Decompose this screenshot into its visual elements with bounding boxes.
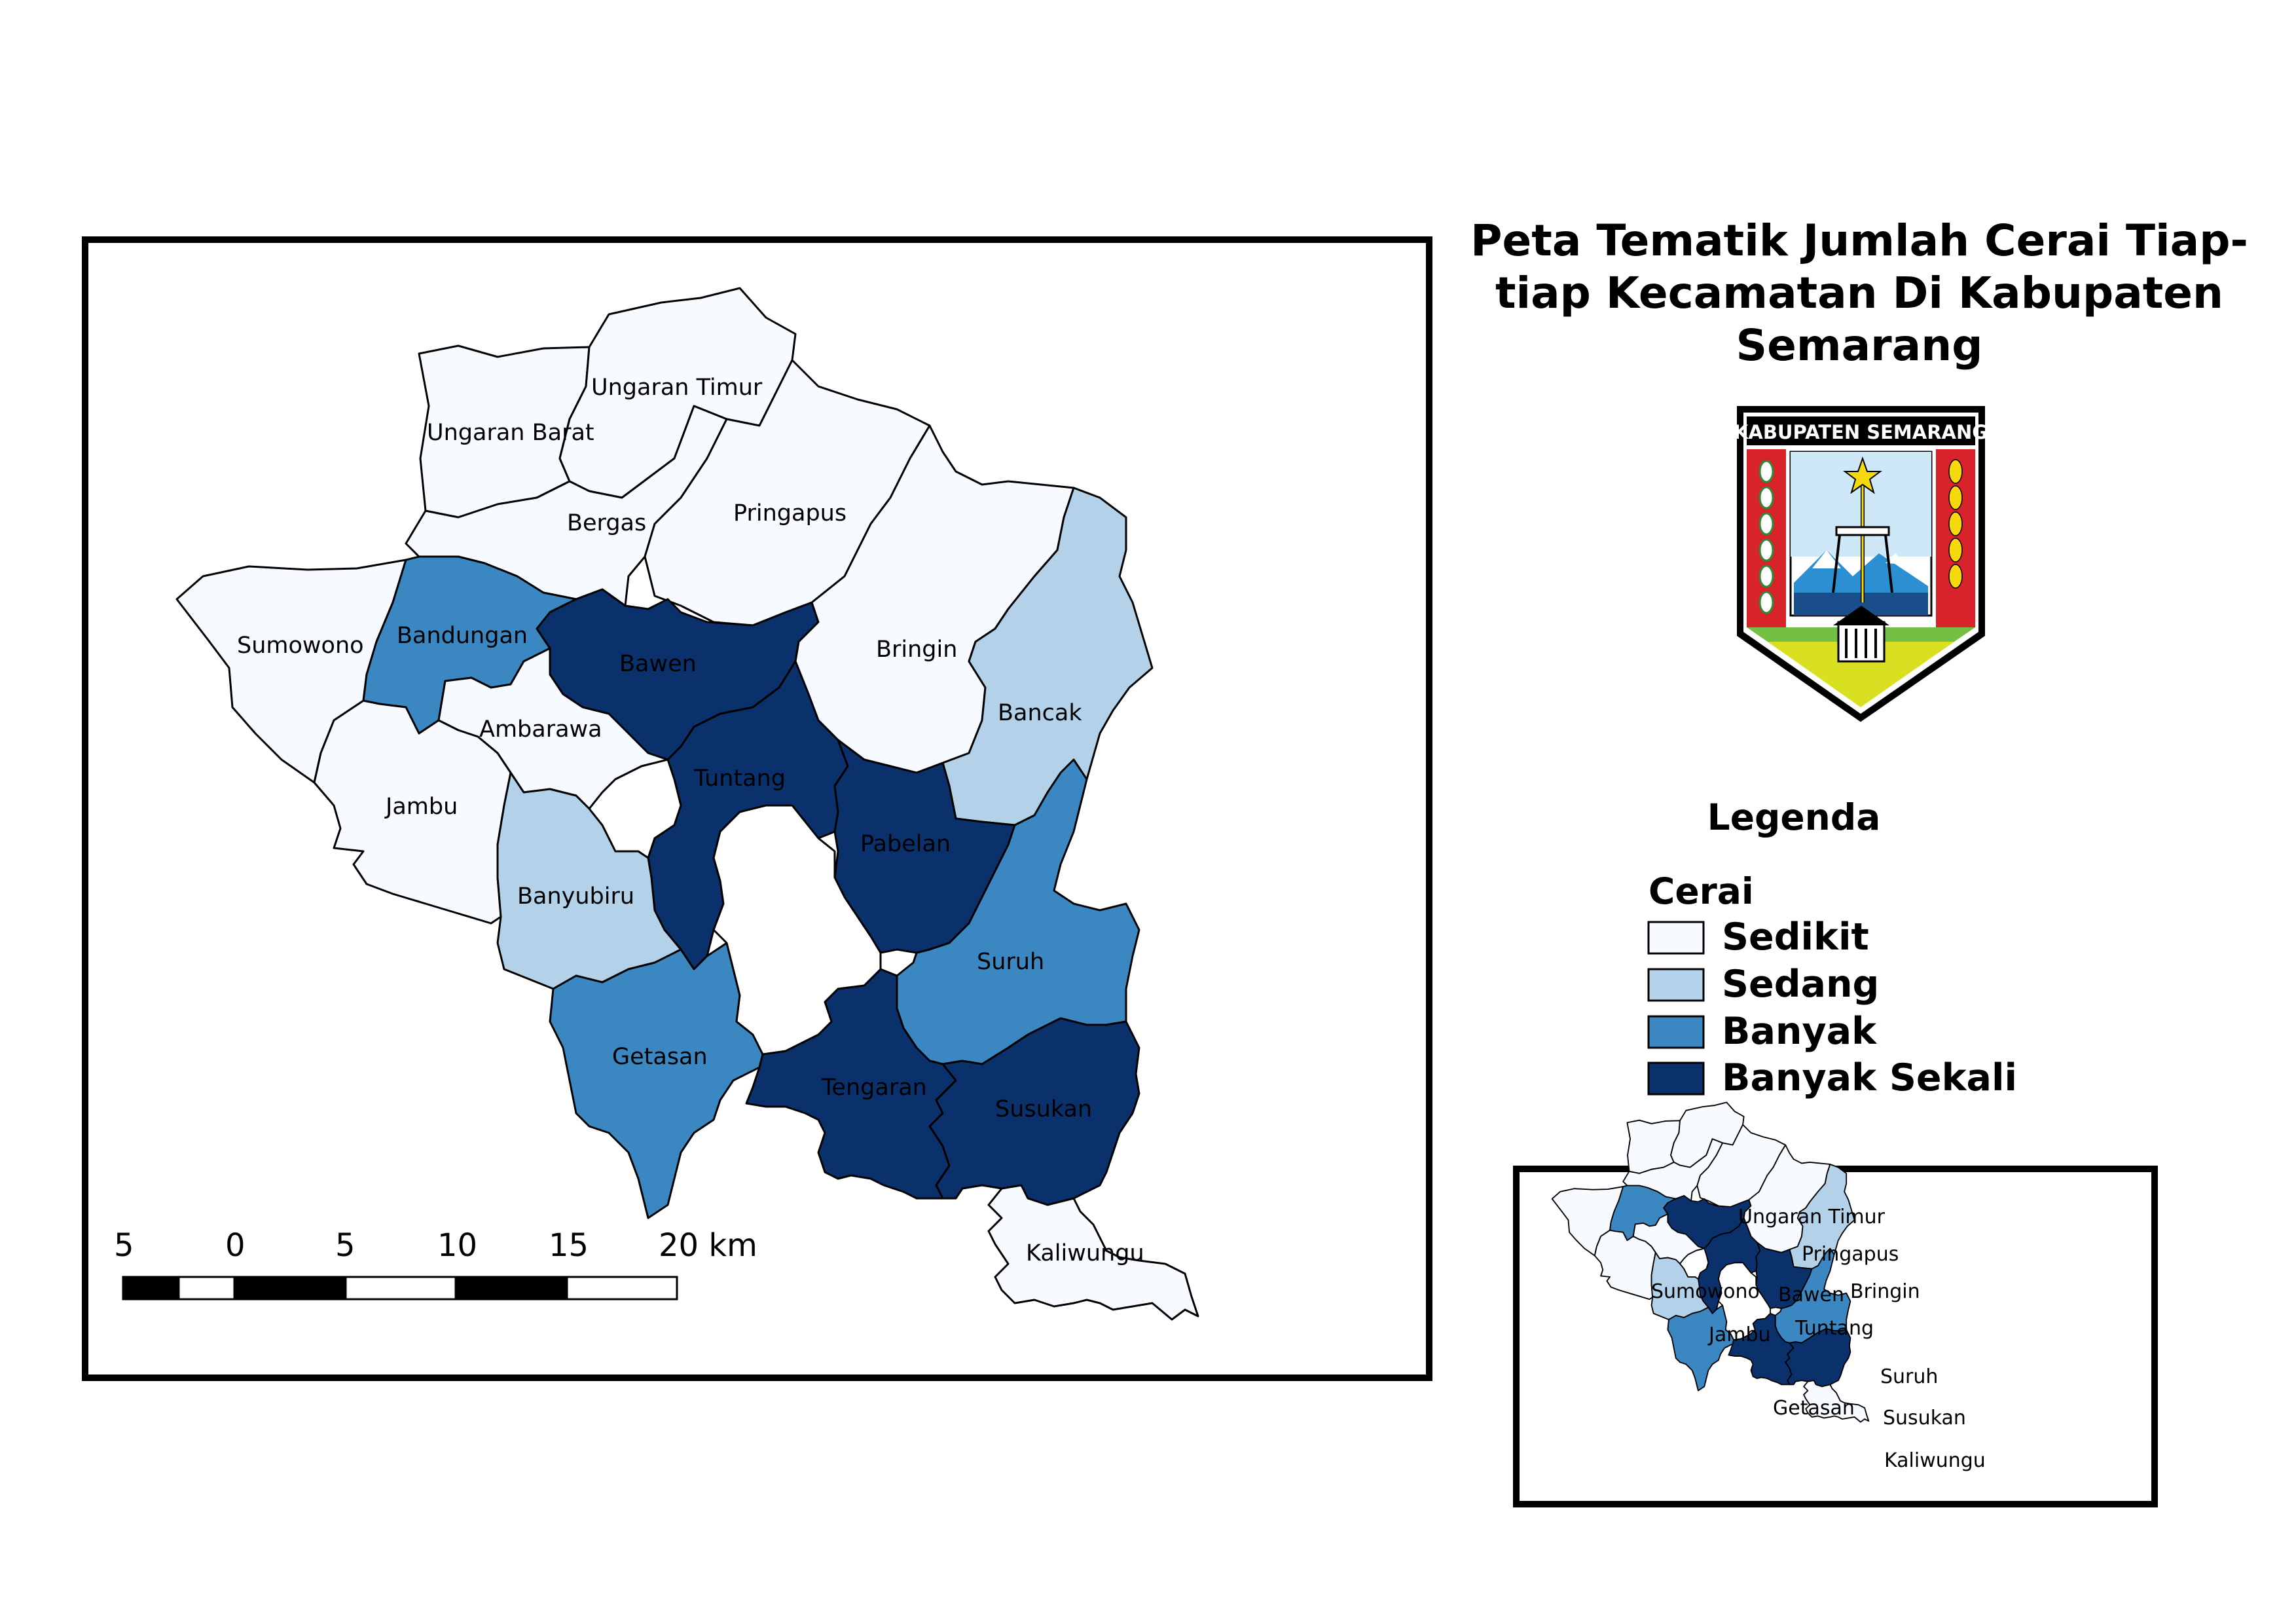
legend-swatch [1647, 968, 1705, 1002]
inset-label-susukan: Susukan [1883, 1407, 1966, 1430]
legend-swatch [1647, 1061, 1705, 1096]
map-title: Peta Tematik Jumlah Cerai Tiap- tiap Kec… [1470, 215, 2248, 371]
label-tengaran: Tengaran [821, 1075, 927, 1101]
scale-segment [177, 1276, 236, 1301]
inset-label-sumowono: Sumowono [1651, 1280, 1760, 1303]
rawa-pening-lake [712, 804, 882, 1056]
scale-segment [122, 1276, 180, 1301]
inset-district-getasan [1667, 1304, 1735, 1392]
scale-bar: 5 0 5 10 15 20 km [114, 1227, 757, 1301]
inset-district-kaliwungu [1803, 1380, 1870, 1423]
scale-label-5: 20 km [659, 1227, 757, 1264]
inset-label-getasan: Getasan [1773, 1397, 1855, 1420]
inset-label-jambu: Jambu [1707, 1323, 1771, 1346]
inset-label-tuntang: Tuntang [1795, 1317, 1874, 1340]
label-ungaran-barat: Ungaran Barat [427, 420, 594, 446]
inset-ambarawa-enclave [1679, 1247, 1709, 1280]
scale-label-0: 5 [114, 1227, 134, 1264]
legend: Legenda Cerai SedikitSedangBanyakBanyak … [1647, 796, 2017, 1099]
inset-labels: Ungaran Timur Pringapus Sumowono Bawen B… [1651, 1206, 1986, 1472]
legend-subheading: Cerai [1649, 870, 1754, 912]
label-ungaran-timur: Ungaran Timur [591, 375, 763, 401]
label-bergas: Bergas [567, 510, 646, 536]
legend-label: Banyak Sekali [1722, 1056, 2017, 1099]
scale-segment [566, 1276, 678, 1301]
scale-label-3: 10 [437, 1227, 477, 1264]
district-kaliwungu[interactable] [987, 1184, 1199, 1321]
legend-label: Sedang [1722, 963, 1879, 1006]
inset-label-suruh: Suruh [1880, 1365, 1938, 1388]
scale-label-2: 5 [335, 1227, 355, 1264]
label-tuntang: Tuntang [693, 766, 786, 792]
title-line-3: Semarang [1736, 320, 1983, 371]
label-getasan: Getasan [612, 1044, 708, 1070]
legend-label: Sedikit [1722, 915, 1869, 959]
label-pabelan: Pabelan [860, 831, 951, 857]
inset-map [1551, 1101, 1870, 1423]
label-bringin: Bringin [876, 637, 957, 663]
label-sumowono: Sumowono [237, 633, 364, 659]
district-bancak[interactable] [941, 487, 1154, 826]
inset-label-pringapus: Pringapus [1802, 1243, 1899, 1266]
scale-segment [344, 1276, 457, 1301]
ambarawa-enclave [588, 758, 682, 859]
legend-label: Banyak [1722, 1010, 1877, 1053]
inset-rawa-pening-lake [1717, 1262, 1771, 1341]
district-labels: Ungaran Barat Ungaran Timur Bergas Pring… [237, 375, 1144, 1266]
label-kaliwungu: Kaliwungu [1026, 1240, 1144, 1266]
legend-swatch [1647, 921, 1705, 955]
label-banyubiru: Banyubiru [517, 883, 634, 910]
scale-label-1: 0 [225, 1227, 246, 1264]
title-line-2: tiap Kecamatan Di Kabupaten [1495, 268, 2223, 318]
label-suruh: Suruh [977, 949, 1044, 975]
label-bandungan: Bandungan [397, 623, 528, 649]
inset-label-bringin: Bringin [1850, 1280, 1920, 1303]
label-ambarawa: Ambarawa [479, 716, 602, 743]
label-pringapus: Pringapus [733, 500, 847, 526]
logo-text: KABUPATEN SEMARANG [1734, 421, 1988, 443]
district-getasan[interactable] [549, 942, 764, 1219]
label-bawen: Bawen [619, 651, 697, 677]
label-susukan: Susukan [995, 1096, 1092, 1122]
inset-label-bawen: Bawen [1778, 1283, 1844, 1306]
district-susukan[interactable] [928, 1017, 1140, 1206]
district-banyubiru[interactable] [496, 771, 682, 990]
regency-emblem-icon: KABUPATEN SEMARANG [1734, 406, 1988, 722]
scale-segment [233, 1276, 347, 1301]
legend-heading: Legenda [1707, 796, 1881, 838]
main-map [175, 287, 1199, 1321]
inset-district-banyubiru [1650, 1251, 1709, 1321]
inset-label-kaliwungu: Kaliwungu [1884, 1449, 1986, 1472]
inset-district-susukan [1785, 1328, 1851, 1388]
label-jambu: Jambu [384, 794, 458, 820]
legend-swatch [1647, 1015, 1705, 1049]
scale-label-4: 15 [549, 1227, 589, 1264]
inset-label-ungaran-timur: Ungaran Timur [1738, 1206, 1886, 1228]
title-line-1: Peta Tematik Jumlah Cerai Tiap- [1470, 215, 2248, 266]
scale-segment [454, 1276, 568, 1301]
label-bancak: Bancak [998, 700, 1082, 726]
inset-district-bancak [1789, 1164, 1855, 1270]
